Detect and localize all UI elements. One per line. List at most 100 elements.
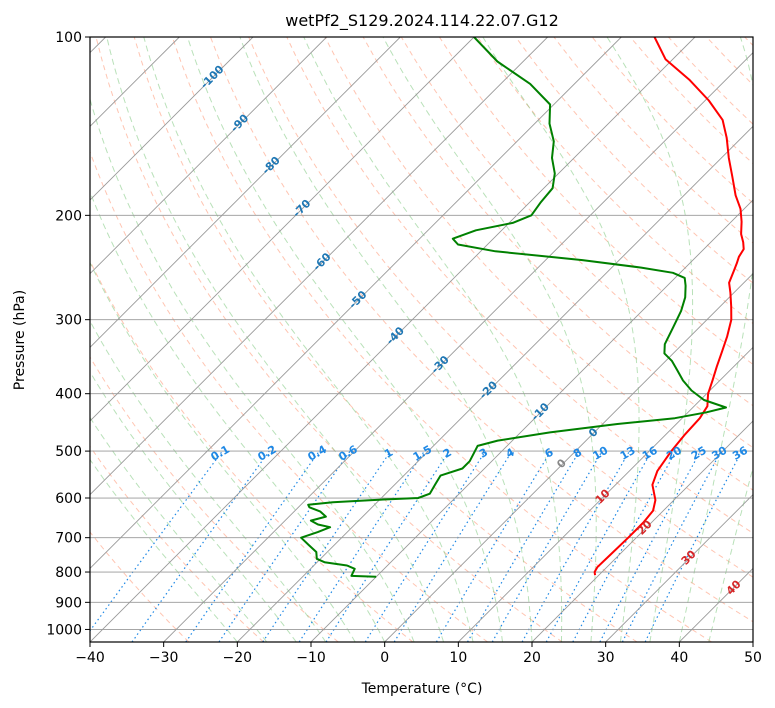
mixing-ratio-label: 0.6 [336, 443, 360, 464]
dry-adiabat-line [90, 356, 339, 642]
mixing-ratio-line [131, 450, 270, 642]
moist-adiabat-line [90, 320, 327, 642]
moist-adiabat-line [678, 37, 753, 642]
mixing-ratio-line [572, 450, 677, 642]
mixing-ratio-line [90, 450, 223, 632]
y-tick-label: 300 [55, 313, 82, 329]
isotherm-line [90, 37, 401, 348]
mixing-ratio-line [545, 450, 653, 642]
mixing-ratio-line [364, 450, 486, 642]
mixing-ratio-line [185, 450, 320, 642]
mixing-ratio-line [218, 450, 351, 642]
profile-lines [300, 37, 745, 578]
mixing-ratio-label: 0.4 [305, 443, 329, 464]
mixing-ratio-label: 3 [477, 446, 490, 461]
dry-adiabat-line [90, 150, 488, 642]
moist-adiabat-line [90, 416, 268, 642]
mixing-ratio-label: 1 [382, 446, 395, 461]
dry-adiabat-line [90, 531, 190, 642]
isotherm-label: -60 [310, 250, 333, 273]
mixing-ratio-line [262, 450, 392, 642]
y-tick-label: 400 [55, 387, 82, 403]
mixing-ratio-line [393, 450, 513, 642]
mixing-ratio-label: 1.5 [411, 443, 434, 464]
dry-adiabat-line [706, 37, 753, 86]
x-tick-label: −30 [149, 650, 179, 666]
y-tick-label: 1000 [46, 622, 82, 638]
isotherm-line [384, 273, 753, 642]
mixing-ratio-label: 13 [618, 444, 638, 463]
mixing-ratio-line [599, 450, 702, 642]
isotherm-label: -20 [477, 378, 500, 401]
isotherm-line [605, 494, 753, 642]
mixing-ratio-label: 0.2 [255, 443, 278, 464]
x-tick-label: 30 [597, 650, 615, 666]
mixing-ratio-line [435, 450, 552, 642]
mixing-ratio-label: 8 [571, 446, 584, 461]
isotherm-line [163, 52, 753, 642]
isotherm-label: -10 [529, 400, 552, 423]
x-tick-label: 0 [380, 650, 389, 666]
dry-adiabat-line [90, 259, 414, 642]
moist-adiabat-line [90, 261, 356, 642]
dry-adiabat-line [210, 37, 753, 623]
isotherm-line [90, 37, 696, 642]
x-tick-label: 40 [670, 650, 688, 666]
moist-adiabat-line [606, 37, 694, 642]
dry-adiabat-line [90, 445, 264, 642]
dry-adiabat-line [668, 37, 753, 125]
isotherm-label: -90 [228, 111, 251, 134]
mixing-ratio-label: 25 [689, 444, 709, 463]
moist-adiabat-line [187, 37, 503, 642]
mixing-ratio-line [521, 450, 631, 642]
y-tick-label: 700 [55, 531, 82, 547]
moist-adiabat-line [482, 37, 640, 642]
moist-adiabat-line [90, 458, 238, 642]
isotherm-line [90, 37, 475, 422]
isotherm-label: -70 [290, 197, 313, 220]
isotherm-line [90, 37, 254, 201]
isotherm-line [458, 346, 753, 642]
y-axis-label: Pressure (hPa) [12, 290, 28, 390]
y-tick-label: 900 [55, 595, 82, 611]
dry-adiabat-line [95, 37, 563, 642]
mixing-ratio-line [325, 450, 450, 642]
mixing-ratio-line [466, 450, 580, 642]
dry-adiabat-line [515, 37, 753, 284]
x-tick-label: −10 [296, 650, 326, 666]
moist-adiabat-line [239, 37, 533, 642]
dry-adiabat-line [591, 37, 753, 204]
mixing-ratio-label: 20 [664, 444, 684, 463]
isotherm-label: -30 [429, 353, 452, 376]
mixing-ratio-label: 6 [542, 446, 555, 461]
x-tick-label: −40 [75, 650, 105, 666]
y-tick-label: 200 [55, 208, 82, 224]
moist-adiabat-line [708, 465, 753, 642]
axis-ticks: −40 −30 −20 −10 0 10 20 30 40 5010009008007006005… [46, 30, 762, 666]
x-tick-label: 10 [449, 650, 467, 666]
dry-adiabat-line [744, 37, 753, 47]
dry-adiabat-line [171, 37, 712, 642]
x-axis-label: Temperature (°C) [361, 681, 483, 697]
mixing-ratio-label: 4 [504, 446, 517, 461]
temperature-line [593, 37, 745, 576]
x-tick-label: 20 [523, 650, 541, 666]
moist-adiabat-line [382, 37, 597, 642]
y-tick-label: 100 [55, 30, 82, 46]
isotherm-line [90, 37, 327, 275]
moist-adiabat-line [90, 370, 297, 642]
mixing-ratio-label: 36 [730, 444, 750, 463]
plot-frame [89, 36, 754, 643]
moist-adiabat-line [90, 190, 386, 642]
dry-adiabat-line [553, 37, 753, 244]
dry-adiabat-line [248, 37, 753, 578]
moist-adiabat-line [106, 37, 445, 642]
isotherm-line [531, 420, 753, 642]
x-tick-label: −20 [223, 650, 253, 666]
y-tick-label: 500 [55, 444, 82, 460]
isotherm-line [310, 199, 753, 642]
isotherm-label: -80 [260, 154, 283, 177]
chart-title: wetPf2_S129.2024.114.22.07.G12 [285, 11, 559, 31]
isotherm-line [237, 125, 753, 642]
